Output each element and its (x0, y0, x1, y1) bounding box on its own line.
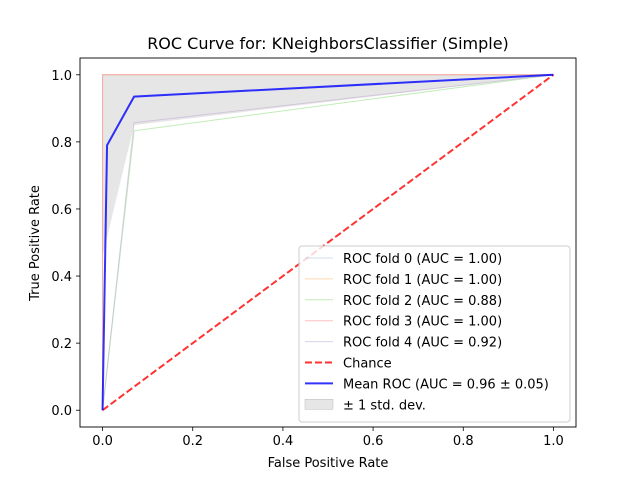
legend-label-2: ROC fold 2 (AUC = 0.88) (343, 294, 502, 309)
x-axis-label: False Positive Rate (268, 456, 389, 471)
x-tick-label-4: 0.8 (453, 434, 474, 449)
y-tick-label-2: 0.4 (51, 270, 72, 285)
legend-swatch-7 (304, 399, 334, 410)
legend: ROC fold 0 (AUC = 1.00) ROC fold 1 (AUC =… (298, 245, 571, 423)
legend-label-6: Mean ROC (AUC = 0.96 ± 0.05) (343, 377, 549, 392)
x-tick-label-0: 0.0 (92, 434, 113, 449)
plot-area (101, 73, 555, 412)
y-axis-label: True Positive Rate (28, 185, 43, 302)
std-dev-band (102, 74, 554, 411)
series-line-3 (102, 74, 554, 411)
chart-title: ROC Curve for: KNeighborsClassifier (Sim… (147, 34, 509, 53)
y-tick-label-5: 1.0 (51, 69, 72, 84)
legend-label-3: ROC fold 3 (AUC = 1.00) (343, 315, 502, 330)
series-line-5 (101, 73, 555, 412)
legend-box (298, 245, 571, 423)
x-tick-label-1: 0.2 (182, 434, 203, 449)
legend-label-0: ROC fold 0 (AUC = 1.00) (343, 252, 502, 267)
y-tick-label-3: 0.6 (51, 203, 72, 218)
x-tick-label-5: 1.0 (543, 434, 564, 449)
axes: 0.0 0.2 0.4 0.6 0.8 1.0 0.0 0.2 0.4 0.6 0.8 1.0 (51, 57, 577, 449)
legend-label-5: Chance (343, 357, 392, 372)
axes-frame (79, 57, 577, 428)
y-tick-label-0: 0.0 (51, 404, 72, 419)
series-line-4 (102, 74, 554, 411)
legend-label-7: ± 1 std. dev. (343, 398, 426, 413)
x-tick-label-3: 0.6 (363, 434, 384, 449)
legend-label-1: ROC fold 1 (AUC = 1.00) (343, 273, 502, 288)
series-line-6 (101, 73, 554, 411)
y-tick-label-4: 0.8 (51, 136, 72, 151)
y-tick-label-1: 0.2 (51, 337, 72, 352)
x-tick-label-2: 0.4 (273, 434, 294, 449)
legend-label-4: ROC fold 4 (AUC = 0.92) (343, 336, 502, 351)
